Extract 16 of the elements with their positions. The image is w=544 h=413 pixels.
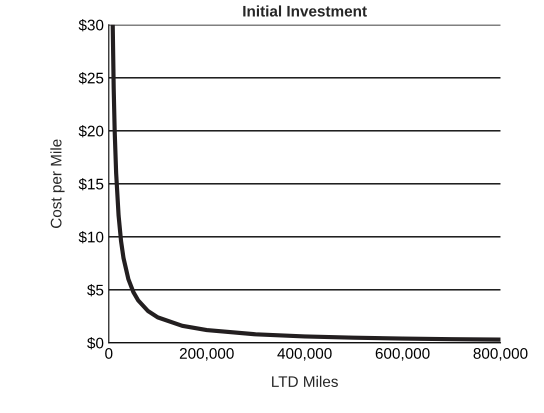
- x-tick-label: 400,000: [277, 348, 332, 361]
- y-tick-label: $15: [78, 178, 104, 190]
- y-tick-label: $10: [78, 231, 104, 244]
- line-series: [110, 24, 500, 342]
- x-tick-label: 600,000: [376, 348, 430, 361]
- y-axis-title: Cost per Mile: [50, 139, 65, 228]
- chart-title: Initial Investment: [243, 5, 367, 17]
- y-tick-label: $5: [87, 284, 104, 296]
- x-tick-label: 0: [105, 348, 112, 359]
- y-tick-label: $20: [78, 125, 104, 138]
- x-tick-label: 200,000: [180, 348, 234, 361]
- y-tick-label: $30: [78, 19, 104, 32]
- y-tick-label: $0: [87, 337, 104, 350]
- y-tick-label: $25: [78, 72, 104, 84]
- x-tick-label: 800,000: [474, 348, 528, 361]
- x-axis-title: LTD Miles: [272, 376, 338, 388]
